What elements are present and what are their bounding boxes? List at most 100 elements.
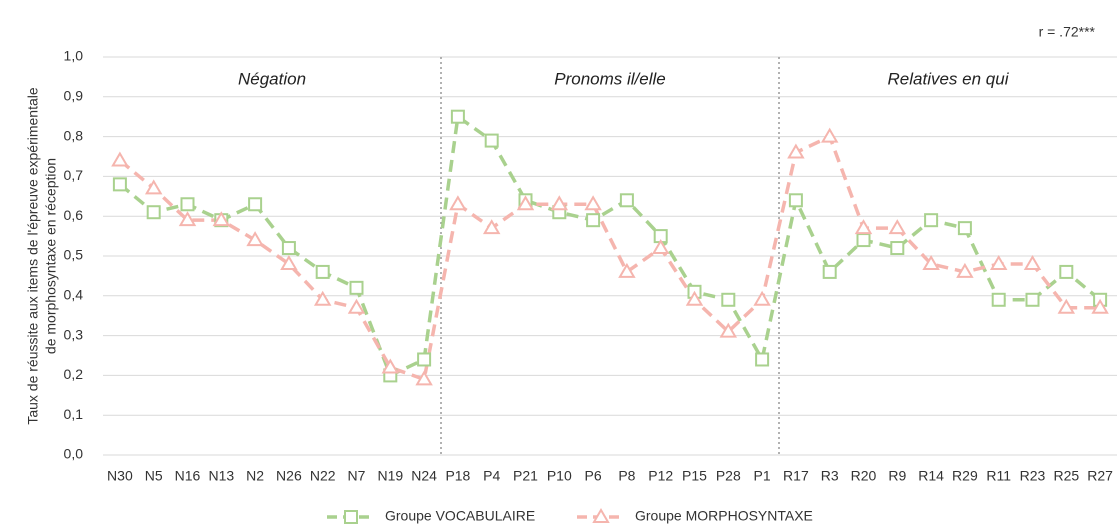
y-tick-label: 0,4: [64, 287, 84, 303]
marker: [822, 264, 837, 279]
y-tick-label: 0,3: [64, 326, 84, 342]
y-tick-label: 0,8: [64, 127, 84, 143]
marker: [956, 262, 974, 278]
x-tick-label: N24: [411, 468, 437, 484]
x-tick-label: P10: [547, 468, 572, 484]
x-tick-label: N19: [377, 468, 403, 484]
y-tick-label: 0,9: [64, 88, 84, 104]
marker: [1057, 298, 1076, 314]
marker: [550, 195, 569, 211]
x-tick-label: N22: [310, 468, 336, 484]
marker: [991, 292, 1006, 307]
series-line: [118, 113, 1102, 378]
marker: [246, 231, 264, 247]
marker: [449, 195, 467, 211]
marker: [788, 193, 803, 208]
marker: [415, 370, 433, 386]
y-tick-label: 0,2: [64, 366, 84, 382]
marker: [719, 322, 738, 338]
marker: [144, 179, 163, 195]
x-tick-label: N7: [348, 468, 366, 484]
marker: [1025, 292, 1040, 307]
marker: [315, 264, 330, 279]
marker: [856, 233, 871, 248]
marker: [417, 352, 432, 367]
marker: [924, 213, 939, 228]
marker: [989, 254, 1008, 270]
marker: [344, 510, 358, 524]
series-line: [118, 134, 1101, 382]
x-tick-label: N16: [175, 468, 201, 484]
x-tick-label: P21: [513, 468, 538, 484]
x-tick-label: N2: [246, 468, 264, 484]
marker: [450, 109, 465, 124]
marker: [146, 205, 161, 220]
x-tick-label: P28: [716, 468, 741, 484]
x-tick-label: R25: [1053, 468, 1079, 484]
x-tick-label: R14: [918, 468, 944, 484]
y-tick-label: 0,6: [64, 207, 84, 223]
x-tick-label: R17: [783, 468, 809, 484]
x-tick-label: N30: [107, 468, 133, 484]
y-tick-label: 0,7: [64, 167, 84, 183]
marker: [1059, 264, 1074, 279]
marker: [1091, 298, 1109, 314]
x-tick-label: P8: [618, 468, 635, 484]
y-tick-label: 0,1: [64, 406, 84, 422]
marker: [586, 213, 601, 228]
x-tick-label: R11: [986, 468, 1011, 484]
x-tick-label: R29: [952, 468, 978, 484]
x-tick-label: R20: [851, 468, 877, 484]
marker: [347, 298, 366, 314]
marker: [619, 193, 634, 208]
marker: [248, 197, 263, 212]
y-axis-label: Taux de réussite aux items de l'épreuve …: [25, 87, 41, 425]
x-tick-label: N5: [145, 468, 163, 484]
marker: [820, 127, 839, 143]
marker: [280, 254, 298, 270]
marker: [482, 219, 501, 235]
marker: [685, 290, 704, 306]
y-tick-label: 1,0: [64, 48, 84, 64]
x-tick-label: R23: [1020, 468, 1046, 484]
marker: [349, 280, 364, 295]
marker: [957, 221, 972, 236]
x-tick-label: R27: [1087, 468, 1113, 484]
x-tick-label: P18: [445, 468, 470, 484]
x-tick-label: P12: [648, 468, 673, 484]
marker: [922, 254, 940, 270]
marker: [112, 177, 127, 192]
x-tick-label: P4: [483, 468, 500, 484]
x-tick-label: P1: [754, 468, 771, 484]
marker: [890, 241, 905, 256]
marker: [281, 241, 296, 256]
marker: [178, 211, 197, 227]
marker: [787, 143, 805, 159]
marker: [651, 239, 670, 255]
marker: [516, 195, 535, 211]
x-tick-label: N26: [276, 468, 302, 484]
marker: [584, 195, 602, 211]
x-tick-label: N13: [208, 468, 234, 484]
x-tick-label: R9: [888, 468, 906, 484]
marker: [212, 211, 231, 227]
x-tick-label: P15: [682, 468, 707, 484]
legend-label: Groupe VOCABULAIRE: [385, 508, 535, 524]
marker: [592, 508, 610, 523]
marker: [854, 219, 873, 235]
marker: [484, 133, 499, 148]
marker: [618, 262, 636, 278]
legend-label: Groupe MORPHOSYNTAXE: [635, 508, 813, 524]
y-axis-label: de morphosyntaxe en réception: [43, 158, 59, 354]
section-label: Pronoms il/elle: [554, 69, 666, 88]
y-tick-label: 0,5: [64, 247, 84, 263]
annotation: r = .72***: [1039, 24, 1096, 40]
marker: [381, 358, 400, 374]
x-tick-label: R3: [821, 468, 839, 484]
marker: [888, 219, 907, 235]
marker: [1023, 254, 1042, 270]
marker: [180, 197, 195, 212]
x-tick-label: P6: [585, 468, 602, 484]
marker: [753, 290, 771, 306]
